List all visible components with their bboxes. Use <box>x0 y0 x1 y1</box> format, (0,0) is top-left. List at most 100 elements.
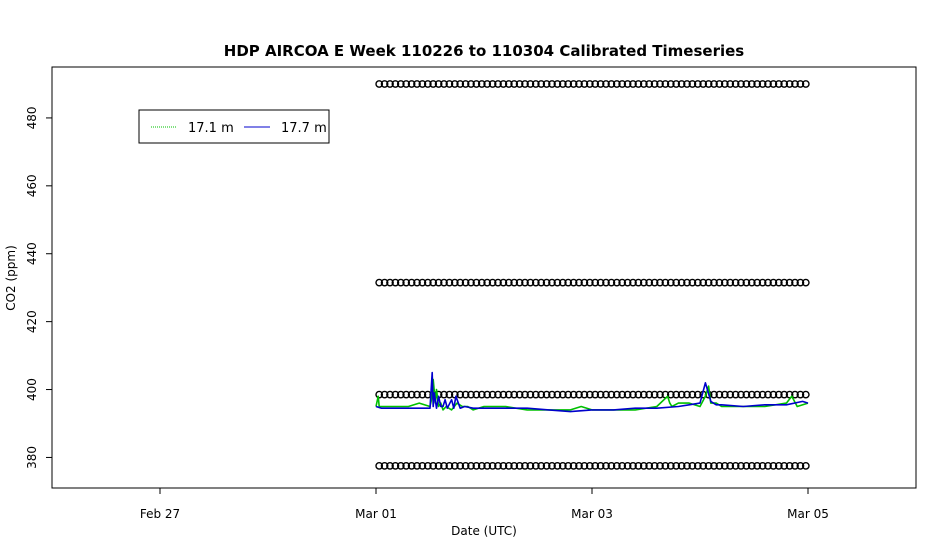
reference-point-0-1 <box>380 461 389 470</box>
reference-point-0-9 <box>423 461 432 470</box>
reference-point-3-30 <box>537 80 546 88</box>
reference-point-0-41 <box>596 461 605 470</box>
reference-point-1-27 <box>521 390 529 399</box>
reference-point-0-66 <box>731 461 740 470</box>
series-lines <box>375 371 809 413</box>
reference-point-0-70 <box>753 461 762 470</box>
reference-point-2-37 <box>575 278 583 287</box>
reference-point-3-65 <box>726 80 735 88</box>
y-axis-label: CO2 (ppm) <box>4 245 18 311</box>
reference-point-3-24 <box>504 80 513 88</box>
reference-point-0-59 <box>693 461 702 470</box>
reference-point-3-31 <box>542 80 551 88</box>
reference-point-1-63 <box>715 390 724 399</box>
reference-point-0-79 <box>801 461 810 470</box>
reference-point-2-48 <box>634 278 643 287</box>
reference-point-0-31 <box>542 461 551 470</box>
reference-point-2-56 <box>677 278 686 287</box>
reference-point-3-58 <box>688 80 697 88</box>
reference-point-1-31 <box>542 390 551 399</box>
reference-point-3-19 <box>477 80 486 88</box>
reference-point-2-33 <box>553 278 562 287</box>
reference-point-2-23 <box>499 278 508 287</box>
reference-point-3-38 <box>580 80 589 88</box>
reference-point-0-8 <box>418 461 427 470</box>
reference-point-0-61 <box>704 461 713 470</box>
reference-point-0-18 <box>472 461 481 470</box>
reference-point-1-41 <box>596 390 605 399</box>
reference-point-2-19 <box>477 278 486 287</box>
reference-point-1-64 <box>720 390 729 399</box>
reference-point-0-3 <box>391 461 400 470</box>
reference-point-3-39 <box>585 80 594 88</box>
reference-point-2-15 <box>456 278 465 287</box>
reference-point-2-0 <box>375 278 384 287</box>
reference-point-0-17 <box>467 461 475 470</box>
reference-point-3-33 <box>553 80 562 88</box>
y-tick-label-4: 460 <box>25 174 39 197</box>
reference-point-2-64 <box>720 278 729 287</box>
reference-point-0-29 <box>531 461 540 470</box>
reference-point-1-29 <box>531 390 540 399</box>
reference-point-2-13 <box>445 278 454 287</box>
legend-label-17-7m: 17.7 m <box>281 121 327 136</box>
reference-point-0-43 <box>607 461 616 470</box>
reference-point-1-6 <box>407 390 416 399</box>
reference-point-3-20 <box>483 80 492 88</box>
reference-point-2-63 <box>715 278 724 287</box>
reference-point-3-57 <box>683 80 691 88</box>
reference-point-1-25 <box>510 390 519 399</box>
reference-point-2-22 <box>494 278 502 287</box>
reference-point-0-21 <box>488 461 497 470</box>
reference-point-2-39 <box>585 278 594 287</box>
reference-point-1-50 <box>645 390 654 399</box>
reference-point-3-77 <box>791 80 799 88</box>
reference-point-2-42 <box>602 278 610 287</box>
reference-point-3-64 <box>720 80 729 88</box>
reference-point-2-66 <box>731 278 740 287</box>
reference-point-2-26 <box>515 278 524 287</box>
reference-point-3-75 <box>780 80 789 88</box>
reference-point-3-32 <box>548 80 556 88</box>
reference-point-0-26 <box>515 461 524 470</box>
reference-point-3-13 <box>445 80 454 88</box>
reference-point-1-34 <box>558 390 567 399</box>
reference-point-3-2 <box>386 80 394 88</box>
reference-point-3-67 <box>737 80 745 88</box>
reference-point-3-10 <box>429 80 438 88</box>
reference-point-2-9 <box>423 278 432 287</box>
y-axis: 380 400 420 440 460 480 <box>25 106 52 469</box>
reference-point-0-49 <box>639 461 648 470</box>
reference-point-3-36 <box>569 80 578 88</box>
reference-point-1-57 <box>683 390 691 399</box>
reference-point-2-2 <box>386 278 394 287</box>
reference-point-2-72 <box>764 278 772 287</box>
reference-point-2-35 <box>564 278 573 287</box>
reference-point-1-33 <box>553 390 562 399</box>
reference-point-1-4 <box>396 390 405 399</box>
reference-point-1-43 <box>607 390 616 399</box>
x-axis: Feb 27 Mar 01 Mar 03 Mar 05 <box>140 488 829 521</box>
reference-point-0-24 <box>504 461 513 470</box>
reference-point-3-9 <box>423 80 432 88</box>
reference-point-1-7 <box>413 390 421 399</box>
reference-point-3-79 <box>801 80 810 88</box>
reference-point-3-61 <box>704 80 713 88</box>
y-tick-label-1: 400 <box>25 378 39 401</box>
reference-point-1-28 <box>526 390 535 399</box>
reference-point-3-14 <box>450 80 459 88</box>
reference-point-2-21 <box>488 278 497 287</box>
reference-point-3-25 <box>510 80 519 88</box>
reference-point-2-28 <box>526 278 535 287</box>
reference-point-0-55 <box>672 461 681 470</box>
chart-title: HDP AIRCOA E Week 110226 to 110304 Calib… <box>224 42 745 60</box>
reference-point-0-65 <box>726 461 735 470</box>
reference-point-1-55 <box>672 390 681 399</box>
reference-point-1-42 <box>602 390 610 399</box>
reference-point-1-78 <box>796 390 805 399</box>
reference-point-2-65 <box>726 278 735 287</box>
reference-point-1-77 <box>791 390 799 399</box>
reference-point-2-11 <box>434 278 443 287</box>
reference-point-0-19 <box>477 461 486 470</box>
